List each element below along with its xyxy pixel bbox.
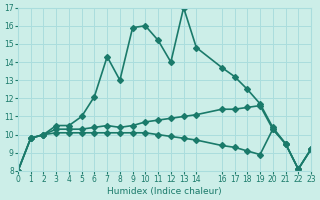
X-axis label: Humidex (Indice chaleur): Humidex (Indice chaleur) — [107, 187, 222, 196]
